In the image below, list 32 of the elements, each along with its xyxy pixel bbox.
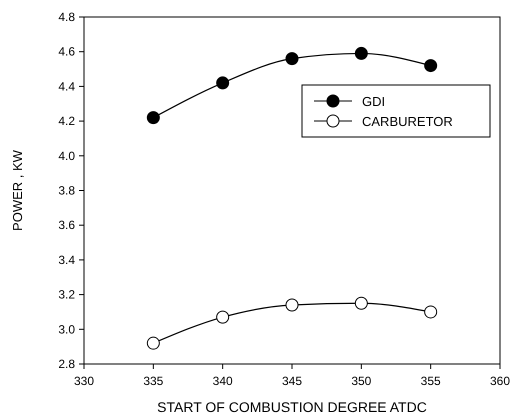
legend-label: GDI (362, 94, 386, 109)
x-tick-label: 350 (351, 374, 372, 388)
y-tick-label: 4.0 (58, 148, 76, 163)
x-tick-label: 355 (420, 374, 441, 388)
point (354, 46, 368, 60)
x-tick-label: 345 (282, 374, 302, 388)
point (286, 298, 298, 312)
y-tick-label: 3.2 (58, 288, 76, 302)
point (146, 336, 160, 350)
y-tick-label: 3.6 (58, 218, 76, 232)
y-tick-label: 4.8 (58, 10, 76, 24)
x-tick-label: 340 (212, 374, 233, 388)
point (216, 310, 230, 324)
y-tick-label: 4.4 (58, 79, 76, 94)
x-tick-label: 335 (143, 374, 164, 388)
y-tick-label: 4.2 (58, 114, 76, 128)
x-tick-label: 360 (490, 374, 510, 388)
point (424, 305, 438, 318)
y-tick-label: 3.0 (58, 322, 76, 336)
y-tick-label: 2.8 (58, 357, 76, 371)
point (216, 76, 230, 90)
y-tick-label: 3.4 (58, 252, 76, 267)
x-axis-title: START OF COMBUSTION DEGREE ATDC (157, 399, 427, 415)
y-tick-label: 3.8 (58, 184, 76, 198)
point (146, 111, 160, 124)
point (286, 52, 298, 66)
point (354, 296, 368, 310)
y-axis-title: POWER , KW (10, 149, 25, 231)
y-tick-label: 4.6 (58, 44, 76, 59)
legend-label: CARBURETOR (362, 114, 453, 129)
point (424, 59, 438, 72)
x-tick-label: 330 (74, 374, 94, 388)
